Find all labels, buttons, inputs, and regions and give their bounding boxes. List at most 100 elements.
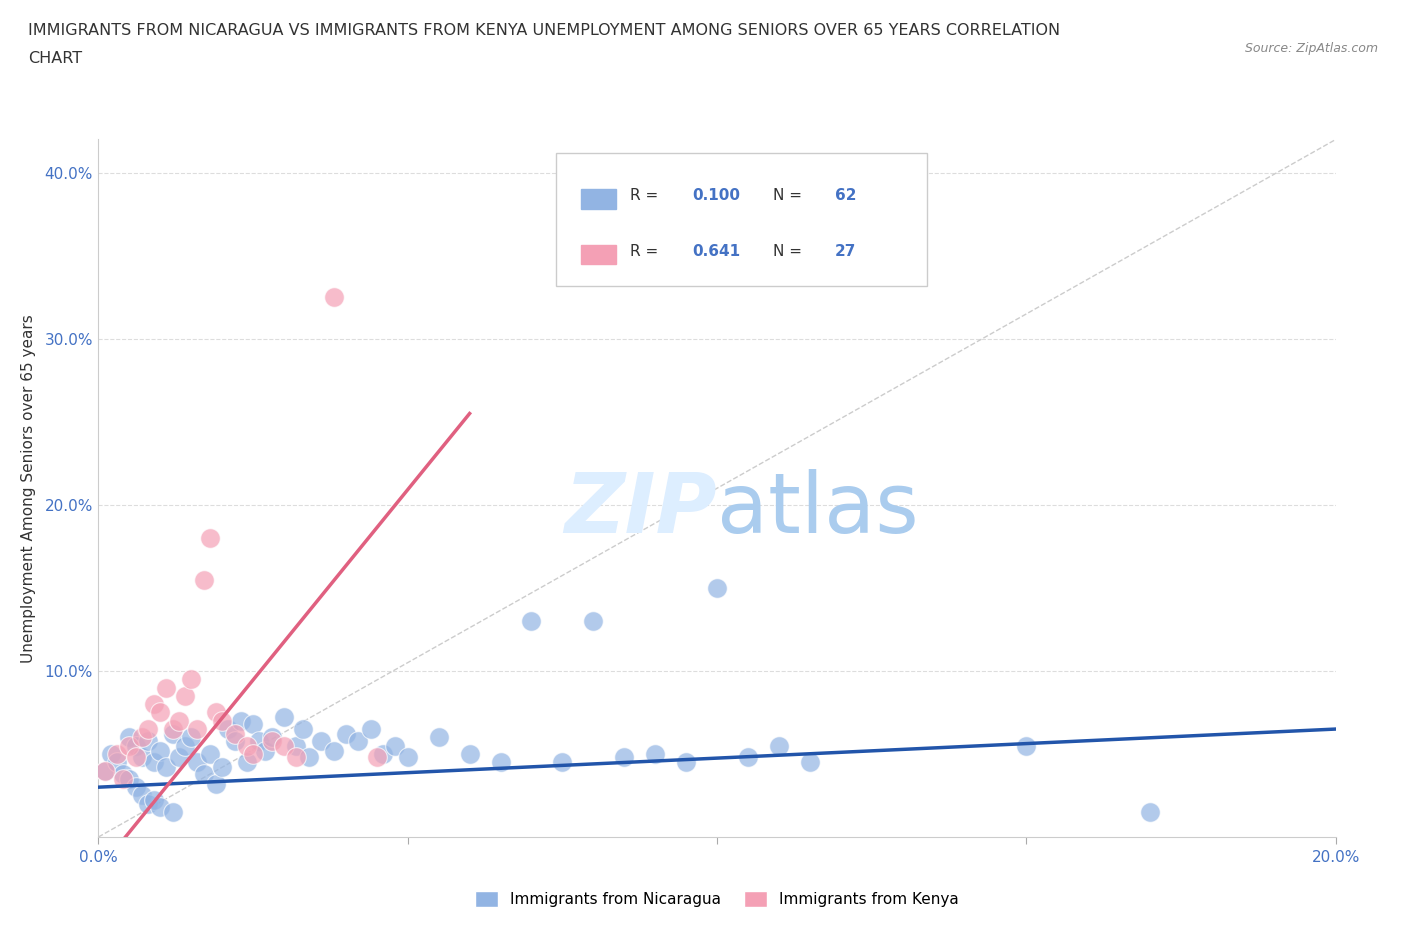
Point: [174, 738, 197, 753]
Point: [309, 733, 332, 748]
Point: [198, 747, 221, 762]
Point: [291, 722, 314, 737]
Point: [180, 671, 202, 686]
Point: [229, 713, 252, 728]
Point: [100, 747, 122, 762]
Point: [167, 713, 190, 728]
Point: [360, 722, 382, 737]
Point: [211, 713, 233, 728]
Y-axis label: Unemployment Among Seniors over 65 years: Unemployment Among Seniors over 65 years: [21, 314, 37, 662]
Point: [224, 726, 246, 741]
Text: 62: 62: [835, 188, 856, 203]
Point: [93, 764, 115, 778]
Point: [124, 750, 146, 764]
Point: [162, 804, 184, 819]
Text: 0.100: 0.100: [692, 188, 741, 203]
Point: [124, 738, 146, 753]
Text: atlas: atlas: [717, 469, 918, 550]
Point: [198, 531, 221, 546]
Bar: [581, 189, 616, 208]
Text: N =: N =: [773, 188, 807, 203]
Text: R =: R =: [630, 188, 664, 203]
Point: [105, 755, 128, 770]
Point: [371, 747, 394, 762]
Point: [366, 750, 388, 764]
Point: [174, 688, 197, 703]
Point: [149, 800, 172, 815]
Point: [322, 743, 344, 758]
Point: [551, 755, 574, 770]
Point: [155, 680, 177, 695]
Point: [193, 572, 215, 587]
Point: [193, 766, 215, 781]
Point: [260, 730, 283, 745]
Point: [112, 766, 135, 781]
Point: [706, 580, 728, 595]
Point: [131, 730, 153, 745]
Point: [149, 705, 172, 720]
Point: [143, 793, 166, 808]
Point: [335, 726, 357, 741]
Point: [149, 743, 172, 758]
Point: [162, 722, 184, 737]
Point: [186, 722, 208, 737]
Point: [118, 772, 141, 787]
Point: [205, 777, 228, 791]
Point: [205, 705, 228, 720]
Text: IMMIGRANTS FROM NICARAGUA VS IMMIGRANTS FROM KENYA UNEMPLOYMENT AMONG SENIORS OV: IMMIGRANTS FROM NICARAGUA VS IMMIGRANTS …: [28, 23, 1060, 38]
Point: [112, 772, 135, 787]
Point: [285, 738, 308, 753]
Point: [384, 738, 406, 753]
Point: [124, 779, 146, 794]
Point: [167, 750, 190, 764]
Point: [242, 747, 264, 762]
Point: [254, 743, 277, 758]
Point: [260, 733, 283, 748]
Point: [675, 755, 697, 770]
Point: [458, 747, 481, 762]
Text: R =: R =: [630, 244, 664, 259]
Point: [131, 788, 153, 803]
Point: [613, 750, 636, 764]
Point: [93, 764, 115, 778]
Point: [273, 710, 295, 724]
Point: [489, 755, 512, 770]
Point: [427, 730, 450, 745]
Point: [520, 614, 543, 629]
FancyBboxPatch shape: [557, 153, 928, 286]
Point: [1139, 804, 1161, 819]
Point: [242, 717, 264, 732]
Point: [217, 722, 239, 737]
Point: [155, 760, 177, 775]
Point: [236, 738, 259, 753]
Point: [737, 750, 759, 764]
Point: [322, 290, 344, 305]
Point: [143, 697, 166, 711]
Point: [136, 733, 159, 748]
Point: [211, 760, 233, 775]
Point: [180, 730, 202, 745]
Text: 0.641: 0.641: [692, 244, 741, 259]
Point: [298, 750, 321, 764]
Bar: [581, 245, 616, 264]
Point: [799, 755, 821, 770]
Point: [105, 747, 128, 762]
Text: ZIP: ZIP: [564, 469, 717, 550]
Point: [582, 614, 605, 629]
Point: [131, 750, 153, 764]
Text: Source: ZipAtlas.com: Source: ZipAtlas.com: [1244, 42, 1378, 55]
Point: [1015, 738, 1038, 753]
Text: N =: N =: [773, 244, 807, 259]
Point: [162, 726, 184, 741]
Point: [186, 755, 208, 770]
Point: [118, 738, 141, 753]
Text: 27: 27: [835, 244, 856, 259]
Point: [143, 755, 166, 770]
Point: [224, 733, 246, 748]
Point: [347, 733, 370, 748]
Point: [247, 733, 270, 748]
Point: [768, 738, 790, 753]
Point: [136, 722, 159, 737]
Text: CHART: CHART: [28, 51, 82, 66]
Point: [136, 796, 159, 811]
